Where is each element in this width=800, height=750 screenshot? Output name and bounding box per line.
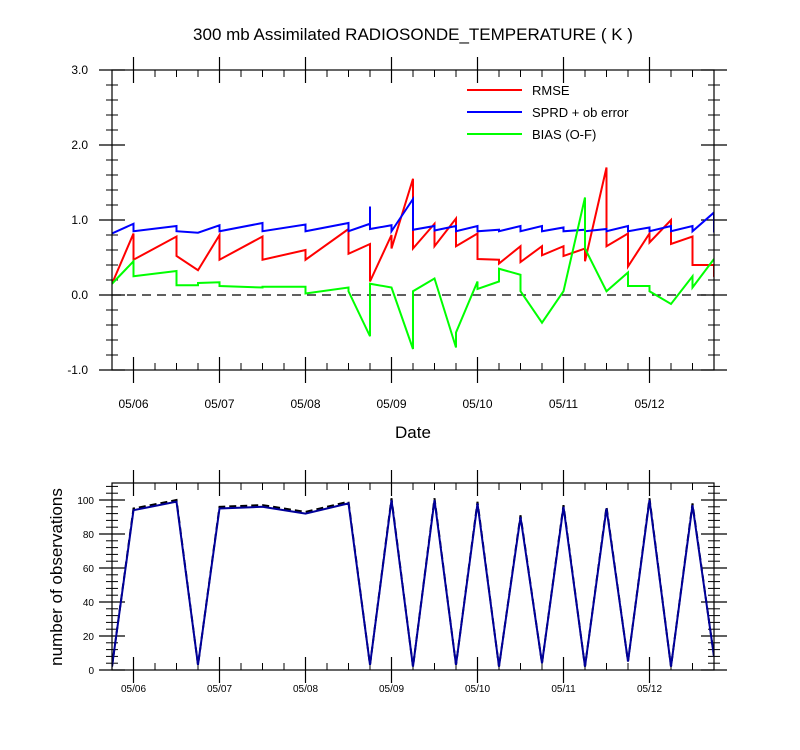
bottom-y-tick-label: 0 bbox=[88, 666, 94, 677]
top-plot-frame bbox=[111, 69, 715, 371]
top-x-tick-label: 05/10 bbox=[462, 397, 492, 411]
top-x-tick-label: 05/11 bbox=[549, 397, 578, 411]
x-axis-title: Date bbox=[395, 423, 431, 442]
top-x-tick-label: 05/08 bbox=[290, 397, 320, 411]
legend: RMSE SPRD + ob error BIAS (O-F) bbox=[467, 83, 629, 142]
top-x-tick-label: 05/06 bbox=[118, 397, 148, 411]
bottom-chart: 05/06 05/07 05/08 05/09 05/10 05/11 05/12 0 20 40… bbox=[47, 470, 727, 695]
bottom-x-tick-label: 05/06 bbox=[121, 684, 146, 695]
top-series-rmse bbox=[112, 167, 714, 285]
legend-label-sprd: SPRD + ob error bbox=[532, 105, 629, 120]
top-chart: 300 mb Assimilated RADIOSONDE_TEMPERATUR… bbox=[67, 25, 727, 442]
bottom-y-tick-label: 60 bbox=[83, 564, 95, 575]
bottom-x-tick-label: 05/08 bbox=[293, 684, 318, 695]
bottom-x-tick-label: 05/12 bbox=[637, 684, 662, 695]
bottom-y-tick-label: 20 bbox=[83, 632, 95, 643]
bottom-x-tick-label: 05/11 bbox=[551, 684, 576, 695]
top-x-tick-label: 05/07 bbox=[204, 397, 234, 411]
bottom-x-tick-label: 05/09 bbox=[379, 684, 404, 695]
bottom-x-tick-label: 05/10 bbox=[465, 684, 490, 695]
chart-title: 300 mb Assimilated RADIOSONDE_TEMPERATUR… bbox=[193, 25, 633, 44]
bottom-series-assimilated bbox=[112, 499, 714, 667]
bottom-series-possible bbox=[112, 498, 714, 667]
top-series-bias-o-f bbox=[112, 197, 714, 350]
top-y-tick-label: -1.0 bbox=[67, 363, 88, 377]
bottom-y-tick-label: 40 bbox=[83, 598, 95, 609]
y-axis-title: number of observations bbox=[47, 488, 66, 666]
top-x-tick-label: 05/09 bbox=[376, 397, 406, 411]
top-series-sprd-ob-error bbox=[112, 195, 714, 235]
top-y-tick-label: 1.0 bbox=[71, 213, 88, 227]
top-x-tick-label: 05/12 bbox=[634, 397, 664, 411]
legend-label-bias: BIAS (O-F) bbox=[532, 127, 596, 142]
bottom-y-tick-label: 80 bbox=[83, 530, 95, 541]
legend-label-rmse: RMSE bbox=[532, 83, 570, 98]
top-y-tick-label: 2.0 bbox=[71, 138, 88, 152]
bottom-y-tick-label: 100 bbox=[77, 496, 94, 507]
top-y-tick-label: 0.0 bbox=[71, 288, 88, 302]
top-y-tick-label: 3.0 bbox=[71, 63, 88, 77]
bottom-x-tick-label: 05/07 bbox=[207, 684, 232, 695]
bottom-plot-frame bbox=[111, 482, 715, 671]
